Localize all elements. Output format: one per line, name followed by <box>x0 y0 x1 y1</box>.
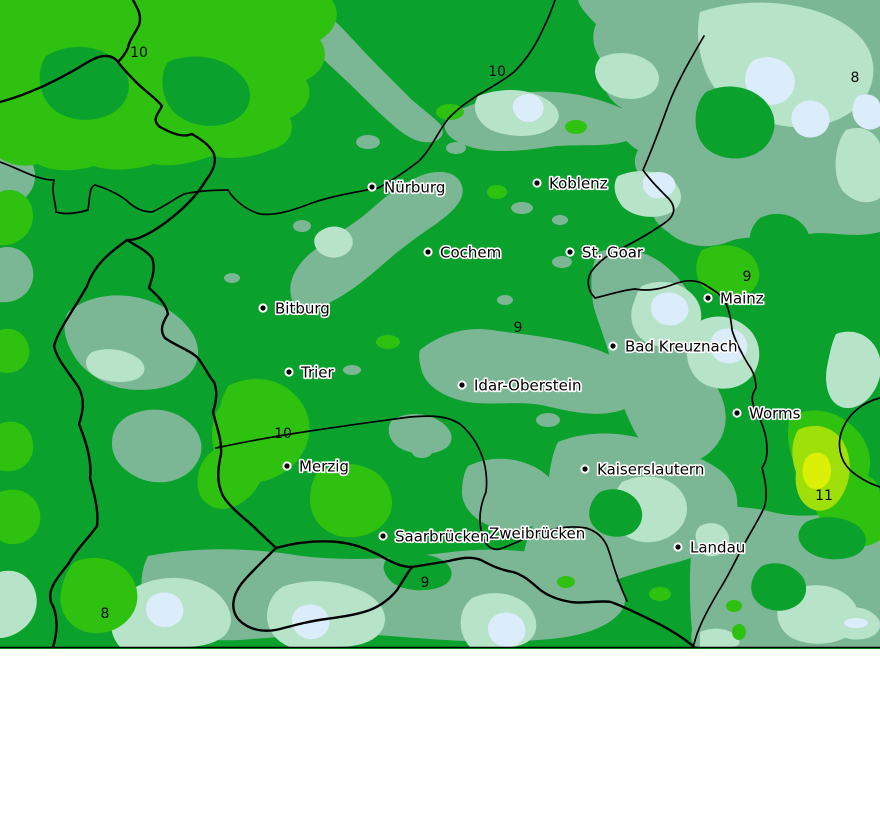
city-dot <box>567 249 573 255</box>
city-dot <box>284 463 290 469</box>
city-dot <box>425 249 431 255</box>
city-dot <box>734 410 740 416</box>
temperature-field-pale <box>145 57 880 648</box>
city-label: Mainz <box>720 290 764 308</box>
city-marker-st-goar: St. Goar <box>565 242 646 263</box>
city-dot <box>610 343 616 349</box>
city-marker-cochem: Cochem <box>423 242 503 263</box>
contour-value-label: 10 <box>130 45 148 61</box>
city-marker-worms: Worms <box>732 403 802 424</box>
contour-value-label: 10 <box>488 64 506 80</box>
contour-value-label: 8 <box>101 606 110 622</box>
city-marker-n-rburg: Nürburg <box>367 177 447 198</box>
contour-value-label: 11 <box>815 488 833 504</box>
contour-value-label: 9 <box>421 575 430 591</box>
border-lines <box>0 0 880 649</box>
city-label: Zweibrücken <box>489 525 585 543</box>
city-dot <box>286 369 292 375</box>
city-dot <box>675 544 681 550</box>
contour-value-label: 9 <box>743 269 752 285</box>
city-label: Trier <box>300 364 335 382</box>
contour-value-label: 10 <box>274 426 292 442</box>
city-label: Bitburg <box>275 300 330 318</box>
city-label: Kaiserslautern <box>597 461 704 479</box>
city-marker-zweibr-cken: Zweibrücken <box>487 523 586 544</box>
contour-value-label: 8 <box>851 70 860 86</box>
city-marker-bad-kreuznach: Bad Kreuznach <box>608 336 739 357</box>
city-marker-landau: Landau <box>673 537 747 558</box>
city-label: Cochem <box>440 244 501 262</box>
temperature-field-bright <box>0 0 880 640</box>
city-dot <box>534 180 540 186</box>
city-label: Koblenz <box>549 175 608 193</box>
city-dot <box>582 466 588 472</box>
city-label: Merzig <box>299 458 349 476</box>
city-label: Landau <box>690 539 745 557</box>
city-label: Worms <box>749 405 801 423</box>
city-label: Nürburg <box>384 179 445 197</box>
weather-map: 10 10 8 9 9 10 9 8 11 Nürburg Koblenz Cochem St. Go… <box>0 0 880 649</box>
city-dot <box>459 382 465 388</box>
city-dot <box>380 533 386 539</box>
city-marker-trier: Trier <box>284 362 336 383</box>
city-dot <box>369 184 375 190</box>
city-marker-merzig: Merzig <box>282 456 351 477</box>
city-label: St. Goar <box>582 244 644 262</box>
city-dot <box>260 305 266 311</box>
city-marker-koblenz: Koblenz <box>532 173 609 194</box>
city-label: Saarbrücken <box>395 528 489 546</box>
city-label: Idar-Oberstein <box>474 377 582 395</box>
city-marker-kaiserslautern: Kaiserslautern <box>580 459 706 480</box>
city-dot <box>705 295 711 301</box>
contour-label-layer: 10 10 8 9 9 10 9 8 11 <box>101 45 860 622</box>
city-marker-bitburg: Bitburg <box>258 298 331 319</box>
city-marker-mainz: Mainz <box>703 288 765 309</box>
contour-value-label: 9 <box>514 320 523 336</box>
footer: Temperatur in 2m (in °C) Modell: ICON-D2… <box>0 649 880 830</box>
city-marker-saarbr-cken: Saarbrücken <box>378 526 491 547</box>
city-label: Bad Kreuznach <box>625 338 738 356</box>
city-marker-layer: Nürburg Koblenz Cochem St. Goar Bitburg Mainz… <box>258 173 802 558</box>
temperature-field-holes <box>39 46 866 611</box>
city-marker-idar-oberstein: Idar-Oberstein <box>457 375 583 396</box>
